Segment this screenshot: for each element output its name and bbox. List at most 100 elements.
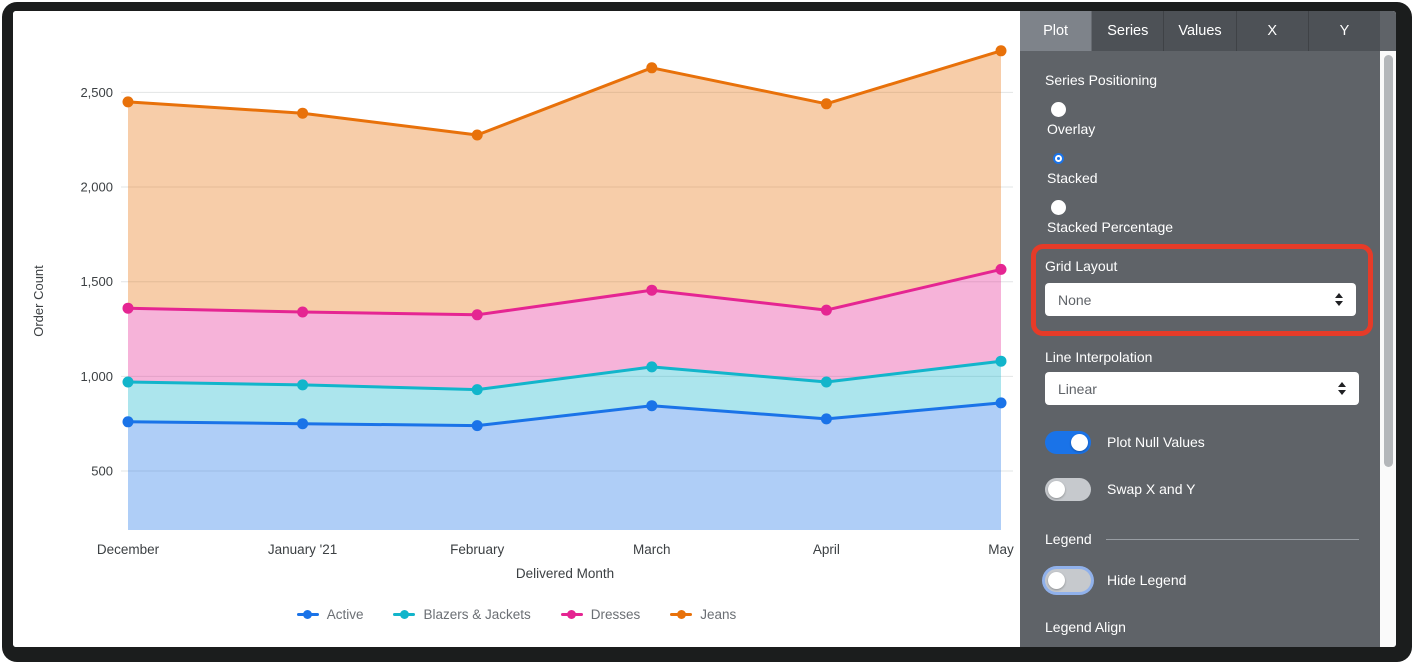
- swap-x-y-label: Swap X and Y: [1107, 481, 1196, 497]
- data-point[interactable]: [297, 306, 309, 318]
- area-band-active: [128, 402, 1001, 530]
- app-content: 500 1,000 1,500 2,000 2,500 December January '…: [13, 11, 1396, 647]
- data-point[interactable]: [995, 355, 1007, 367]
- data-point[interactable]: [297, 379, 309, 391]
- y-tick-label: 1,000: [80, 369, 113, 384]
- data-point[interactable]: [297, 107, 309, 119]
- data-point[interactable]: [820, 98, 832, 110]
- line-interpolation-value: Linear: [1058, 380, 1097, 397]
- radio-option-label: Overlay: [1047, 121, 1096, 137]
- radio-button[interactable]: [1051, 102, 1066, 117]
- swap-x-y-row: Swap X and Y: [1045, 478, 1359, 501]
- data-point[interactable]: [995, 45, 1007, 57]
- plot-null-values-toggle[interactable]: [1045, 431, 1091, 454]
- panel-tabbar: Plot Series Values X Y: [1020, 11, 1380, 51]
- data-point[interactable]: [471, 384, 483, 396]
- data-point[interactable]: [122, 96, 134, 108]
- legend-series-marker-icon: [560, 610, 583, 619]
- grid-layout-select[interactable]: None: [1045, 283, 1356, 316]
- legend-item-jeans[interactable]: Jeans: [670, 607, 736, 622]
- data-point[interactable]: [122, 416, 134, 428]
- data-point[interactable]: [122, 376, 134, 388]
- legend-section-header: Legend: [1045, 531, 1359, 548]
- y-tick-label: 2,500: [80, 85, 113, 100]
- data-point[interactable]: [646, 361, 658, 373]
- data-point[interactable]: [995, 263, 1007, 275]
- panel-scrollbar-thumb[interactable]: [1383, 55, 1393, 467]
- legend-align-label: Legend Align: [1045, 619, 1126, 635]
- panel-scrollbar-track: [1380, 51, 1396, 647]
- grid-layout-value: None: [1058, 291, 1092, 308]
- legend-series-marker-icon: [670, 610, 693, 619]
- line-interpolation-label: Line Interpolation: [1045, 349, 1153, 365]
- area-band-jeans: [128, 50, 1001, 315]
- plot-null-values-row: Plot Null Values: [1045, 431, 1359, 454]
- series-positioning-title: Series Positioning: [1045, 72, 1158, 88]
- settings-panel: Plot Series Values X Y Series Positioning Ov…: [1020, 11, 1396, 647]
- swap-x-y-toggle[interactable]: [1045, 478, 1091, 501]
- section-divider: [1105, 539, 1359, 540]
- x-axis-title: Delivered Month: [516, 566, 614, 581]
- legend-item-blazers-jackets[interactable]: Blazers & Jackets: [393, 607, 531, 622]
- tab-y[interactable]: Y: [1339, 23, 1350, 39]
- x-tick-label: January '21: [268, 542, 337, 557]
- data-point[interactable]: [995, 397, 1007, 409]
- tab-plot[interactable]: Plot: [1020, 11, 1093, 51]
- data-point[interactable]: [820, 376, 832, 388]
- tab-values[interactable]: Values: [1164, 11, 1237, 51]
- data-point[interactable]: [471, 309, 483, 321]
- line-interpolation-select[interactable]: Linear: [1045, 372, 1359, 405]
- data-point[interactable]: [122, 302, 134, 314]
- series-positioning-options: Overlay Stacked Stacked Percentage: [1045, 102, 1359, 236]
- series-line-blazers-jackets: [127, 359, 1002, 392]
- area-band-blazers-jackets: [128, 361, 1001, 426]
- data-point[interactable]: [471, 420, 483, 432]
- legend-item-dresses[interactable]: Dresses: [560, 607, 641, 622]
- data-point[interactable]: [820, 304, 832, 316]
- y-tick-label: 500: [91, 464, 113, 479]
- data-point[interactable]: [646, 400, 658, 412]
- legend-item-active[interactable]: Active: [296, 607, 364, 622]
- area-band-dresses: [128, 269, 1001, 390]
- legend-series-marker-icon: [296, 610, 319, 619]
- radio-option-stacked: Stacked: [1045, 151, 1359, 187]
- x-tick-label: April: [813, 542, 840, 557]
- radio-option-overlay: Overlay: [1045, 102, 1359, 138]
- radio-button[interactable]: [1051, 200, 1066, 215]
- radio-option-stacked-percentage: Stacked Percentage: [1045, 200, 1359, 236]
- x-tick-label: March: [633, 542, 671, 557]
- x-tick-label: December: [97, 542, 160, 557]
- chart-area: 500 1,000 1,500 2,000 2,500 December January '…: [13, 11, 1020, 647]
- radio-unselected-icon: [1051, 102, 1066, 117]
- radio-button[interactable]: [1051, 151, 1066, 166]
- hide-legend-row: Hide Legend: [1045, 569, 1359, 592]
- radio-option-label: Stacked Percentage: [1047, 219, 1174, 235]
- data-point[interactable]: [646, 284, 658, 296]
- grid-layout-label: Grid Layout: [1045, 258, 1118, 274]
- legend-series-label: Blazers & Jackets: [423, 607, 531, 622]
- unfold-more-icon: [1338, 382, 1346, 395]
- plot-null-values-label: Plot Null Values: [1107, 434, 1205, 450]
- data-point[interactable]: [646, 62, 658, 74]
- legend-series-label: Jeans: [700, 607, 737, 622]
- data-point[interactable]: [297, 418, 309, 430]
- unfold-more-icon: [1335, 293, 1343, 306]
- radio-option-label: Stacked: [1047, 170, 1098, 186]
- grid-layout-highlight-box: Grid Layout None: [1031, 244, 1373, 336]
- radio-unselected-icon: [1051, 200, 1066, 215]
- radio-selected-icon: [1055, 155, 1062, 162]
- x-tick-label: February: [450, 542, 504, 557]
- y-tick-label: 2,000: [80, 180, 113, 195]
- tab-series[interactable]: Series: [1092, 11, 1165, 51]
- legend-series-label: Active: [326, 607, 364, 622]
- data-point[interactable]: [820, 413, 832, 425]
- chart-canvas[interactable]: 500 1,000 1,500 2,000 2,500 December January '…: [13, 11, 1020, 647]
- series-line-jeans: [127, 49, 1002, 137]
- legend-series-label: Dresses: [590, 607, 641, 622]
- panel-body: Series Positioning Overlay Stacked Stacked…: [1020, 51, 1380, 647]
- series-line-dresses: [127, 267, 1002, 317]
- tab-x[interactable]: X: [1237, 11, 1309, 51]
- data-point[interactable]: [471, 129, 483, 141]
- series-line-active: [127, 401, 1002, 428]
- hide-legend-toggle[interactable]: [1045, 569, 1091, 592]
